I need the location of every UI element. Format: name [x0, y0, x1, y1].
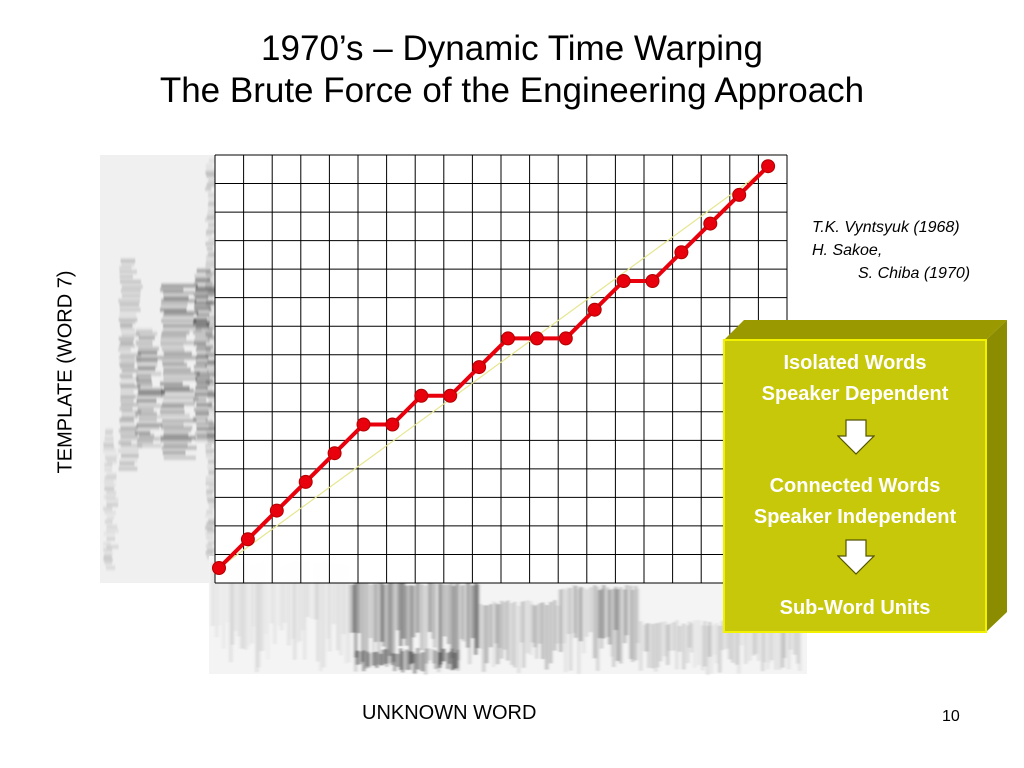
y-axis-label: TEMPLATE (WORD 7): [54, 270, 77, 474]
path-point: [212, 561, 226, 575]
path-point: [732, 187, 747, 202]
stage2-line2: Speaker Independent: [753, 506, 957, 528]
stage1-line1: Isolated Words: [783, 352, 927, 374]
path-point: [385, 417, 400, 432]
stage1-line2: Speaker Dependent: [761, 383, 949, 405]
stage2-line1: Connected Words: [769, 475, 941, 497]
x-axis-label: UNKNOWN WORD: [362, 702, 537, 724]
progression-box-3d: [723, 320, 1007, 633]
title-line-2: The Brute Force of the Engineering Appro…: [159, 71, 865, 110]
path-point: [501, 331, 515, 346]
stage-connected-words: Connected Words Speaker Independent: [724, 471, 986, 533]
reference-line-1: T.K. Vyntsyuk (1968): [812, 219, 960, 236]
path-point: [761, 159, 776, 174]
template-spectrogram: [100, 155, 220, 583]
reference-line-3: S. Chiba (1970): [858, 265, 971, 282]
title-line-1: 1970’s – Dynamic Time Warping: [261, 29, 763, 68]
down-arrow-icon: [837, 419, 875, 455]
page-number: 10: [942, 708, 960, 725]
path-point: [529, 331, 544, 346]
path-point: [414, 388, 429, 403]
path-point: [616, 274, 631, 288]
path-point: [327, 446, 342, 461]
path-point: [240, 532, 255, 547]
down-arrow-icon: [837, 539, 875, 575]
reference-line-2: H. Sakoe,: [812, 242, 883, 259]
stage-sub-word-units: Sub-Word Units: [724, 593, 986, 624]
path-point: [269, 503, 284, 518]
path-point: [703, 216, 718, 231]
dtw-grid: [214, 154, 788, 584]
diagonal-reference-line: [218, 165, 771, 569]
path-point: [558, 331, 573, 346]
slide-title: 1970’s – Dynamic Time Warping The Brute …: [0, 28, 1024, 112]
path-point: [587, 302, 602, 317]
stage3-line1: Sub-Word Units: [779, 597, 931, 619]
path-point: [298, 474, 313, 489]
path-point: [356, 417, 371, 432]
path-point: [645, 274, 660, 288]
path-point: [674, 245, 689, 260]
path-point: [443, 388, 458, 403]
warping-path: [212, 159, 776, 575]
stage-isolated-words: Isolated Words Speaker Dependent: [724, 348, 986, 410]
references: T.K. Vyntsyuk (1968) H. Sakoe, S. Chiba …: [812, 216, 970, 285]
progression-box: Isolated Words Speaker Dependent Connect…: [724, 340, 986, 632]
path-point: [472, 360, 487, 375]
